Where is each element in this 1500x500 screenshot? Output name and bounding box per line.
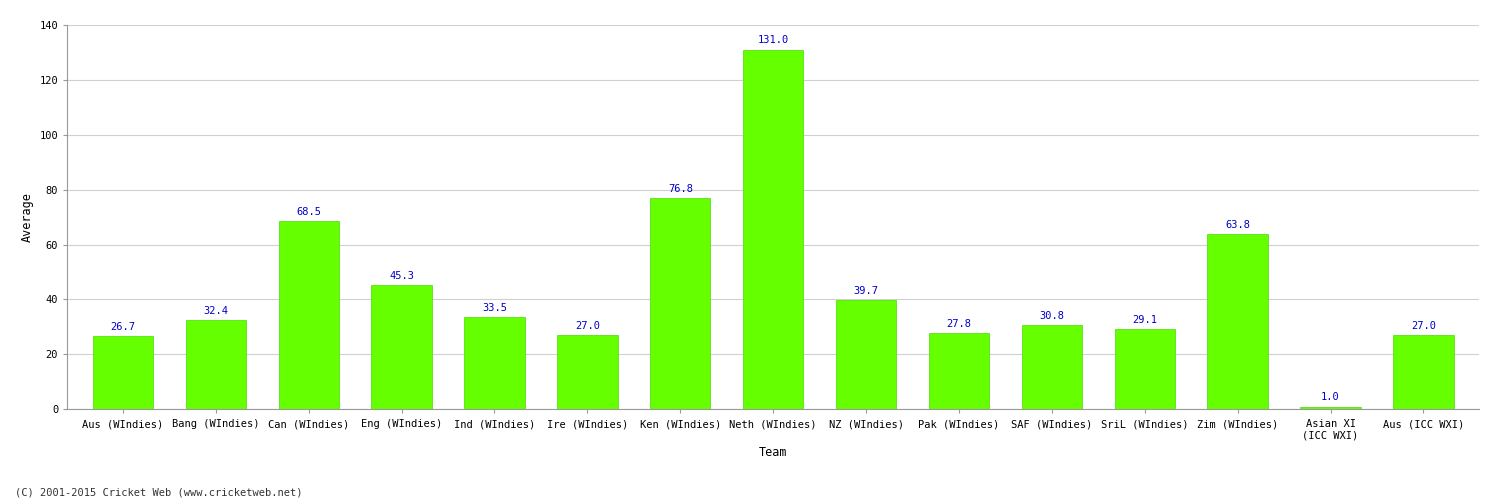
Text: 26.7: 26.7 xyxy=(111,322,135,332)
Text: 39.7: 39.7 xyxy=(853,286,879,296)
Bar xyxy=(928,333,988,409)
Bar xyxy=(1300,406,1360,410)
Bar xyxy=(1114,330,1174,409)
Bar xyxy=(556,335,618,409)
Bar xyxy=(1022,324,1082,410)
Bar xyxy=(836,300,897,410)
Bar xyxy=(650,198,711,410)
Text: 68.5: 68.5 xyxy=(296,207,321,217)
Text: 45.3: 45.3 xyxy=(388,271,414,281)
Text: 1.0: 1.0 xyxy=(1322,392,1340,402)
Bar xyxy=(93,336,153,409)
Bar xyxy=(465,318,525,410)
Text: 63.8: 63.8 xyxy=(1226,220,1250,230)
Bar xyxy=(186,320,246,410)
Text: 32.4: 32.4 xyxy=(204,306,228,316)
Y-axis label: Average: Average xyxy=(21,192,34,242)
Text: 27.0: 27.0 xyxy=(1412,321,1436,331)
Bar xyxy=(742,50,804,410)
Text: 131.0: 131.0 xyxy=(758,36,789,46)
Text: 33.5: 33.5 xyxy=(482,303,507,313)
Text: (C) 2001-2015 Cricket Web (www.cricketweb.net): (C) 2001-2015 Cricket Web (www.cricketwe… xyxy=(15,488,303,498)
Bar xyxy=(1394,335,1454,409)
Text: 27.0: 27.0 xyxy=(574,321,600,331)
Text: 30.8: 30.8 xyxy=(1040,310,1065,320)
Text: 76.8: 76.8 xyxy=(668,184,693,194)
Text: 29.1: 29.1 xyxy=(1132,316,1156,326)
X-axis label: Team: Team xyxy=(759,446,788,459)
Text: 27.8: 27.8 xyxy=(946,319,972,329)
Bar xyxy=(1208,234,1268,410)
Bar xyxy=(279,221,339,410)
Bar xyxy=(372,285,432,410)
